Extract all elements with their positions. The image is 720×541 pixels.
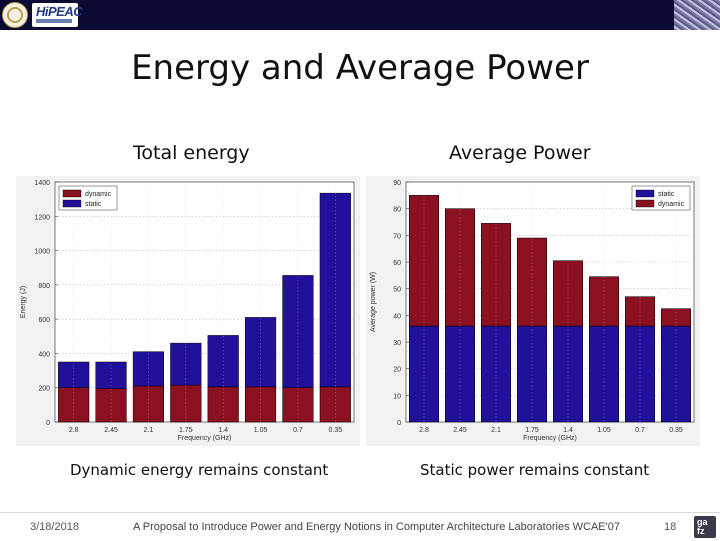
y-tick-label: 10 — [393, 393, 401, 400]
x-tick-label: 1.05 — [254, 427, 268, 434]
legend-label-dynamic: dynamic — [85, 191, 112, 198]
dynamic-energy-caption: Dynamic energy remains constant — [70, 461, 329, 479]
x-tick-label: 1.4 — [563, 427, 573, 434]
page-number: 18 — [664, 521, 677, 533]
footer-bar — [0, 512, 720, 541]
footer-date: 3/18/2018 — [30, 521, 79, 533]
y-axis-label: Average power (W) — [370, 272, 377, 332]
y-tick-label: 40 — [393, 313, 401, 320]
y-tick-label: 20 — [393, 367, 401, 374]
legend-label-static: static — [658, 191, 675, 198]
x-tick-label: 0.7 — [635, 427, 645, 434]
static-power-caption: Static power remains constant — [420, 461, 650, 479]
slide-title: Energy and Average Power — [131, 48, 589, 88]
y-tick-label: 90 — [393, 180, 401, 187]
x-tick-label: 0.7 — [293, 427, 303, 434]
y-tick-label: 400 — [38, 351, 50, 358]
header-texture-image — [674, 0, 720, 30]
y-tick-label: 70 — [393, 233, 401, 240]
x-tick-label: 0.35 — [329, 427, 343, 434]
x-axis-label: Frequency (GHz) — [523, 435, 577, 442]
x-axis-label: Frequency (GHz) — [178, 435, 232, 442]
x-tick-label: 1.75 — [179, 427, 193, 434]
university-seal-logo — [2, 2, 28, 28]
legend-label-static: static — [85, 201, 102, 208]
x-tick-label: 2.8 — [69, 427, 79, 434]
y-tick-label: 1400 — [34, 180, 50, 187]
y-tick-label: 200 — [38, 386, 50, 393]
footer-logo: ga fz — [694, 516, 716, 538]
y-tick-label: 800 — [38, 283, 50, 290]
legend-swatch-dynamic — [62, 189, 82, 198]
legend-label-dynamic: dynamic — [658, 201, 685, 208]
total-energy-heading: Total energy — [133, 142, 250, 164]
x-tick-label: 2.1 — [491, 427, 501, 434]
x-tick-label: 1.75 — [525, 427, 539, 434]
x-tick-label: 1.05 — [597, 427, 611, 434]
y-tick-label: 600 — [38, 317, 50, 324]
legend-swatch-static — [62, 199, 82, 208]
legend-swatch-dynamic — [635, 199, 655, 208]
x-tick-label: 2.1 — [144, 427, 154, 434]
y-tick-label: 30 — [393, 340, 401, 347]
bar-static — [282, 275, 314, 388]
legend-swatch-static — [635, 189, 655, 198]
y-tick-label: 60 — [393, 260, 401, 267]
y-tick-label: 50 — [393, 287, 401, 294]
average-power-chart: 0 10 20 30 40 50 60 70 80 90 2.8 2.45 2.1 1.75 1.4 1.05… — [366, 176, 700, 446]
bar-static — [244, 317, 277, 388]
y-tick-label: 0 — [397, 420, 401, 427]
y-tick-label: 1000 — [34, 249, 50, 256]
y-tick-label: 0 — [46, 420, 50, 427]
total-energy-chart: 0 200 400 600 800 1000 1200 1400 2.8 2.45 2.1 1.75 1… — [16, 176, 360, 446]
y-tick-label: 80 — [393, 207, 401, 214]
bar-dynamic — [95, 388, 127, 423]
footer-text: A Proposal to Introduce Power and Energy… — [133, 521, 620, 533]
x-tick-label: 1.4 — [218, 427, 228, 434]
footer-logo-text: ga fz — [697, 517, 708, 536]
hipeac-logo: HiPEAC — [32, 3, 83, 27]
x-tick-label: 2.8 — [419, 427, 429, 434]
x-tick-label: 2.45 — [453, 427, 467, 434]
top-bar: HiPEAC — [0, 0, 720, 30]
y-tick-label: 1200 — [34, 214, 50, 221]
y-axis-label: Energy (J) — [20, 286, 27, 318]
average-power-heading: Average Power — [449, 142, 591, 164]
x-tick-label: 2.45 — [104, 427, 118, 434]
x-tick-label: 0.35 — [669, 427, 683, 434]
